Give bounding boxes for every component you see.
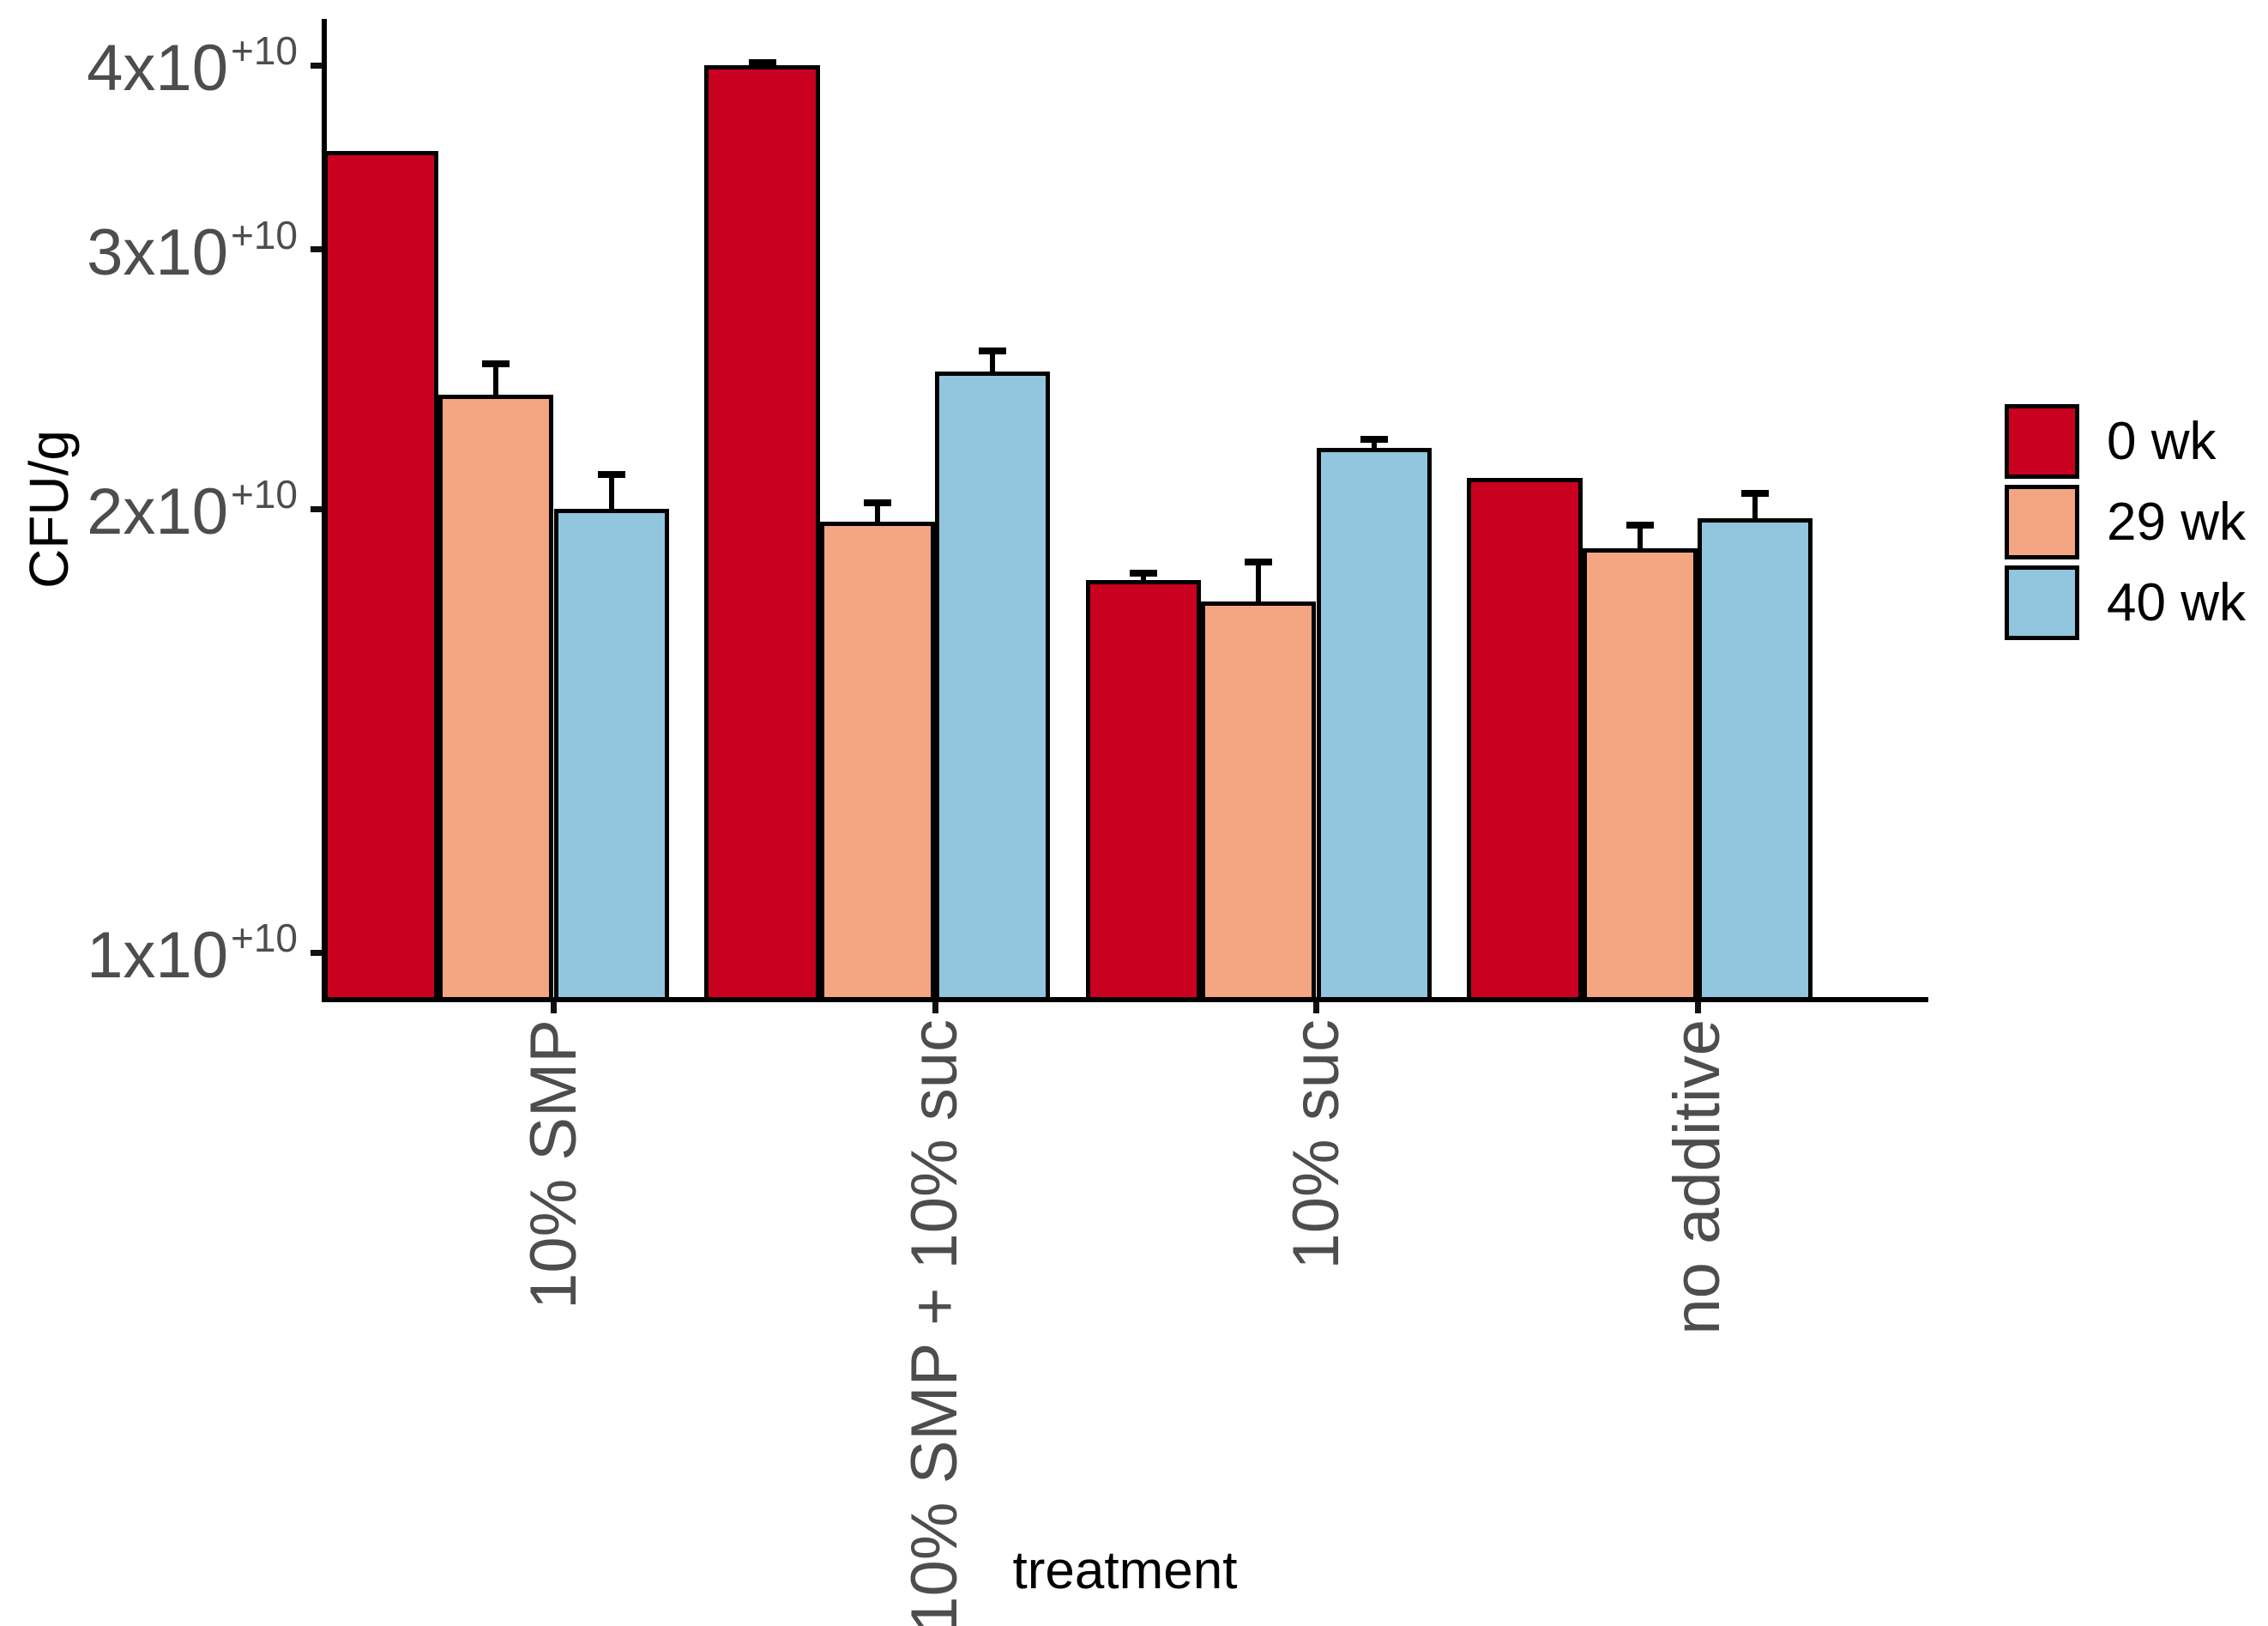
bar-40wk-cat3 [1698, 518, 1813, 1002]
y-axis-tick [311, 62, 323, 69]
bar-40wk-cat0 [553, 509, 669, 1002]
error-bar-stem [874, 502, 880, 524]
error-bar-cap [1130, 569, 1158, 577]
y-axis-tick [311, 246, 323, 253]
bar-40wk-cat1 [935, 371, 1051, 1002]
x-tick-label-no-additive: no additive [1661, 1019, 1734, 1335]
error-bar-stem [1371, 438, 1377, 450]
bar-40wk-cat2 [1316, 448, 1432, 1002]
x-axis-tick [551, 1002, 557, 1013]
y-tick-main: 2x10 [87, 475, 228, 549]
error-bar-stem [1752, 493, 1758, 521]
y-axis-line [322, 19, 327, 1002]
legend-item-29wk: 29 wk [2005, 485, 2246, 559]
x-axis-tick [932, 1002, 938, 1013]
x-tick-label-10-smp: 10% SMP [516, 1019, 590, 1309]
y-tick-label: 3x10+10 [0, 212, 298, 299]
error-bar-stem [608, 475, 614, 511]
bar-29wk-cat0 [438, 395, 554, 1002]
y-tick-main: 4x10 [87, 32, 228, 106]
error-bar-stem [990, 351, 996, 373]
y-tick-label: 2x10+10 [0, 472, 298, 559]
bar-29wk-cat1 [819, 522, 935, 1002]
x-axis-title: treatment [1012, 1541, 1238, 1600]
y-tick-label: 1x10+10 [0, 916, 298, 1002]
x-tick-label-10-smp-10-suc: 10% SMP + 10% suc [898, 1019, 971, 1626]
y-tick-superscript: +10 [230, 28, 298, 74]
legend: 0 wk 29 wk 40 wk [2005, 404, 2246, 640]
bar-0wk-cat0 [323, 150, 439, 1002]
x-axis-tick [1694, 1002, 1701, 1013]
bar-29wk-cat3 [1582, 548, 1698, 1002]
bar-29wk-cat2 [1201, 601, 1317, 1002]
bar-0wk-cat2 [1085, 579, 1202, 1002]
legend-item-0wk: 0 wk [2005, 404, 2246, 479]
legend-label-40wk: 40 wk [2107, 573, 2246, 632]
error-bar-cap [1741, 489, 1770, 497]
error-bar-cap [1245, 559, 1273, 566]
error-bar-stem [1637, 525, 1643, 551]
y-tick-label: 4x10+10 [0, 28, 298, 115]
x-axis-title-wrap: treatment [322, 1540, 1928, 1601]
error-bar-cap [597, 471, 625, 479]
bar-0wk-cat3 [1467, 477, 1583, 1002]
error-bar-cap [1360, 435, 1388, 443]
bar-0wk-cat1 [704, 65, 820, 1002]
y-axis-tick [311, 949, 323, 956]
legend-swatch-29wk [2005, 485, 2079, 559]
legend-label-0wk: 0 wk [2107, 412, 2217, 471]
legend-item-40wk: 40 wk [2005, 565, 2246, 640]
y-tick-main: 3x10 [87, 215, 228, 289]
x-axis-tick [1313, 1002, 1319, 1013]
y-tick-superscript: +10 [230, 916, 298, 960]
x-axis-line [322, 997, 1928, 1002]
legend-label-29wk: 29 wk [2107, 493, 2246, 552]
error-bar-cap [863, 499, 891, 506]
legend-swatch-0wk [2005, 404, 2079, 479]
y-tick-superscript: +10 [230, 472, 298, 517]
error-bar-stem [493, 363, 499, 397]
error-bar-cap [979, 348, 1007, 355]
error-bar-cap [482, 360, 510, 367]
error-bar-stem [1141, 572, 1147, 582]
error-bar-cap [1626, 522, 1654, 529]
legend-swatch-40wk [2005, 565, 2079, 640]
y-tick-main: 1x10 [87, 919, 228, 992]
error-bar-cap [748, 58, 776, 66]
y-tick-superscript: +10 [230, 212, 298, 257]
error-bar-stem [1256, 562, 1262, 604]
y-axis-tick [311, 505, 323, 512]
x-tick-label-10-suc: 10% suc [1279, 1019, 1353, 1270]
